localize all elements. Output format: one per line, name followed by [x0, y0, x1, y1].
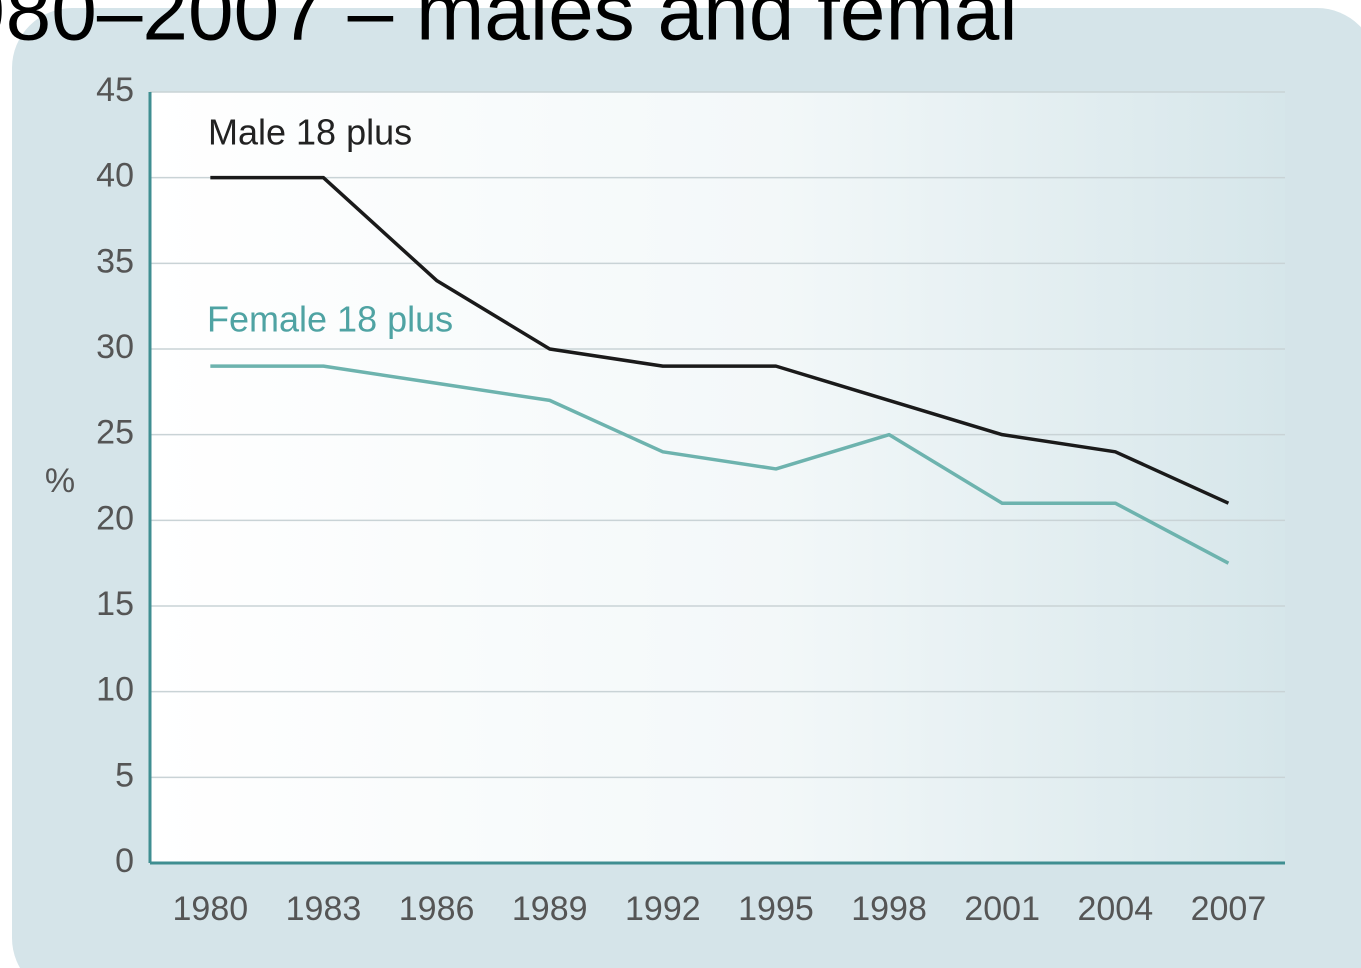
x-tick-label: 2004 [1077, 890, 1153, 928]
x-tick-label: 1989 [512, 890, 588, 928]
x-tick-label: 1995 [738, 890, 814, 928]
x-tick-label: 2001 [964, 890, 1040, 928]
series-line [210, 175, 1230, 505]
x-tick-label: 2007 [1191, 890, 1267, 928]
series-label: Female 18 plus [207, 299, 453, 340]
plot-area [150, 92, 1285, 863]
y-tick-label: 45 [96, 71, 134, 109]
y-tick-label: 5 [115, 756, 134, 794]
x-tick-label: 1998 [851, 890, 927, 928]
y-tick-label: 25 [96, 414, 134, 452]
x-tick-label: 1986 [399, 890, 475, 928]
series-label: Male 18 plus [208, 112, 412, 153]
y-tick-label: 20 [96, 499, 134, 537]
y-tick-label: 0 [115, 842, 134, 880]
y-tick-label: 35 [96, 242, 134, 280]
y-axis-label: % [45, 462, 75, 500]
chart-title: 980–2007 – males and femal [0, 0, 1018, 58]
y-tick-label: 40 [96, 157, 134, 195]
x-tick-label: 1992 [625, 890, 701, 928]
y-tick-label: 15 [96, 585, 134, 623]
x-tick-label: 1983 [286, 890, 362, 928]
x-tick-label: 1980 [173, 890, 249, 928]
y-tick-label: 10 [96, 671, 134, 709]
series-line [210, 364, 1230, 565]
y-tick-label: 30 [96, 328, 134, 366]
